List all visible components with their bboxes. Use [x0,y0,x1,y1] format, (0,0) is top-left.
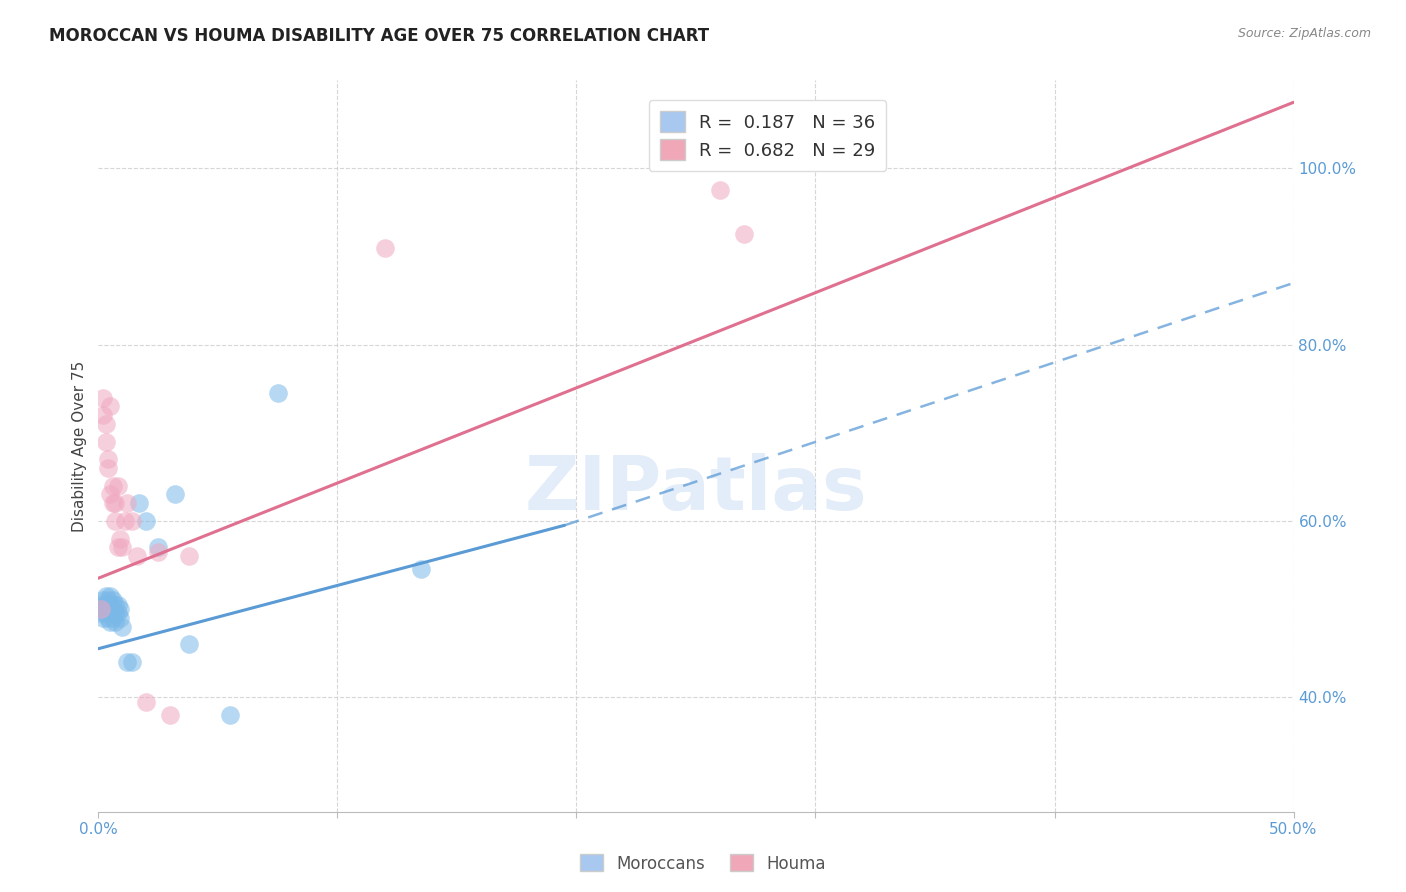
Point [114,514,136,528]
Point [780,121,803,136]
Point [108,532,131,546]
Point [90,598,112,612]
Point [159,707,181,722]
Point [101,478,124,492]
Point [97,602,120,616]
Legend: Moroccans, Houma: Moroccans, Houma [574,847,832,880]
Point [90,607,112,621]
Point [91,408,114,422]
Text: MOROCCAN VS HOUMA DISABILITY AGE OVER 75 CORRELATION CHART: MOROCCAN VS HOUMA DISABILITY AGE OVER 75… [49,27,710,45]
Point [148,545,170,559]
Point [101,496,124,510]
Point [115,496,138,510]
Point [104,496,127,510]
Point [179,637,201,651]
Point [125,549,148,563]
Point [179,549,201,563]
Point [104,615,127,630]
Point [107,478,129,492]
Point [94,434,117,449]
Point [107,541,129,555]
Point [98,607,122,621]
Point [115,655,138,669]
Point [94,598,117,612]
Point [104,607,127,621]
Point [98,589,122,603]
Point [135,695,157,709]
Point [135,514,157,528]
Point [107,607,129,621]
Point [94,589,117,603]
Point [90,602,112,616]
Point [94,417,117,431]
Point [148,541,170,555]
Point [101,611,124,625]
Point [374,241,396,255]
Point [111,620,134,634]
Point [111,541,134,555]
Text: Source: ZipAtlas.com: Source: ZipAtlas.com [1237,27,1371,40]
Point [411,562,433,576]
Point [121,655,143,669]
Point [101,602,124,616]
Point [107,598,129,612]
Point [101,593,124,607]
Point [267,386,290,401]
Point [97,611,120,625]
Point [97,461,120,475]
Point [98,598,122,612]
Point [121,514,143,528]
Point [91,391,114,405]
Point [104,598,127,612]
Point [97,452,120,467]
Point [91,593,114,607]
Point [98,615,122,630]
Point [98,400,122,414]
Point [94,607,117,621]
Point [709,183,731,197]
Point [163,487,186,501]
Point [108,611,131,625]
Point [104,514,127,528]
Point [733,227,755,242]
Legend: R =  0.187   N = 36, R =  0.682   N = 29: R = 0.187 N = 36, R = 0.682 N = 29 [648,100,887,171]
Point [91,611,114,625]
Y-axis label: Disability Age Over 75: Disability Age Over 75 [72,360,87,532]
Text: ZIPatlas: ZIPatlas [524,453,868,526]
Point [219,707,242,722]
Point [128,496,150,510]
Point [98,487,122,501]
Point [108,602,131,616]
Point [97,593,120,607]
Point [91,602,114,616]
